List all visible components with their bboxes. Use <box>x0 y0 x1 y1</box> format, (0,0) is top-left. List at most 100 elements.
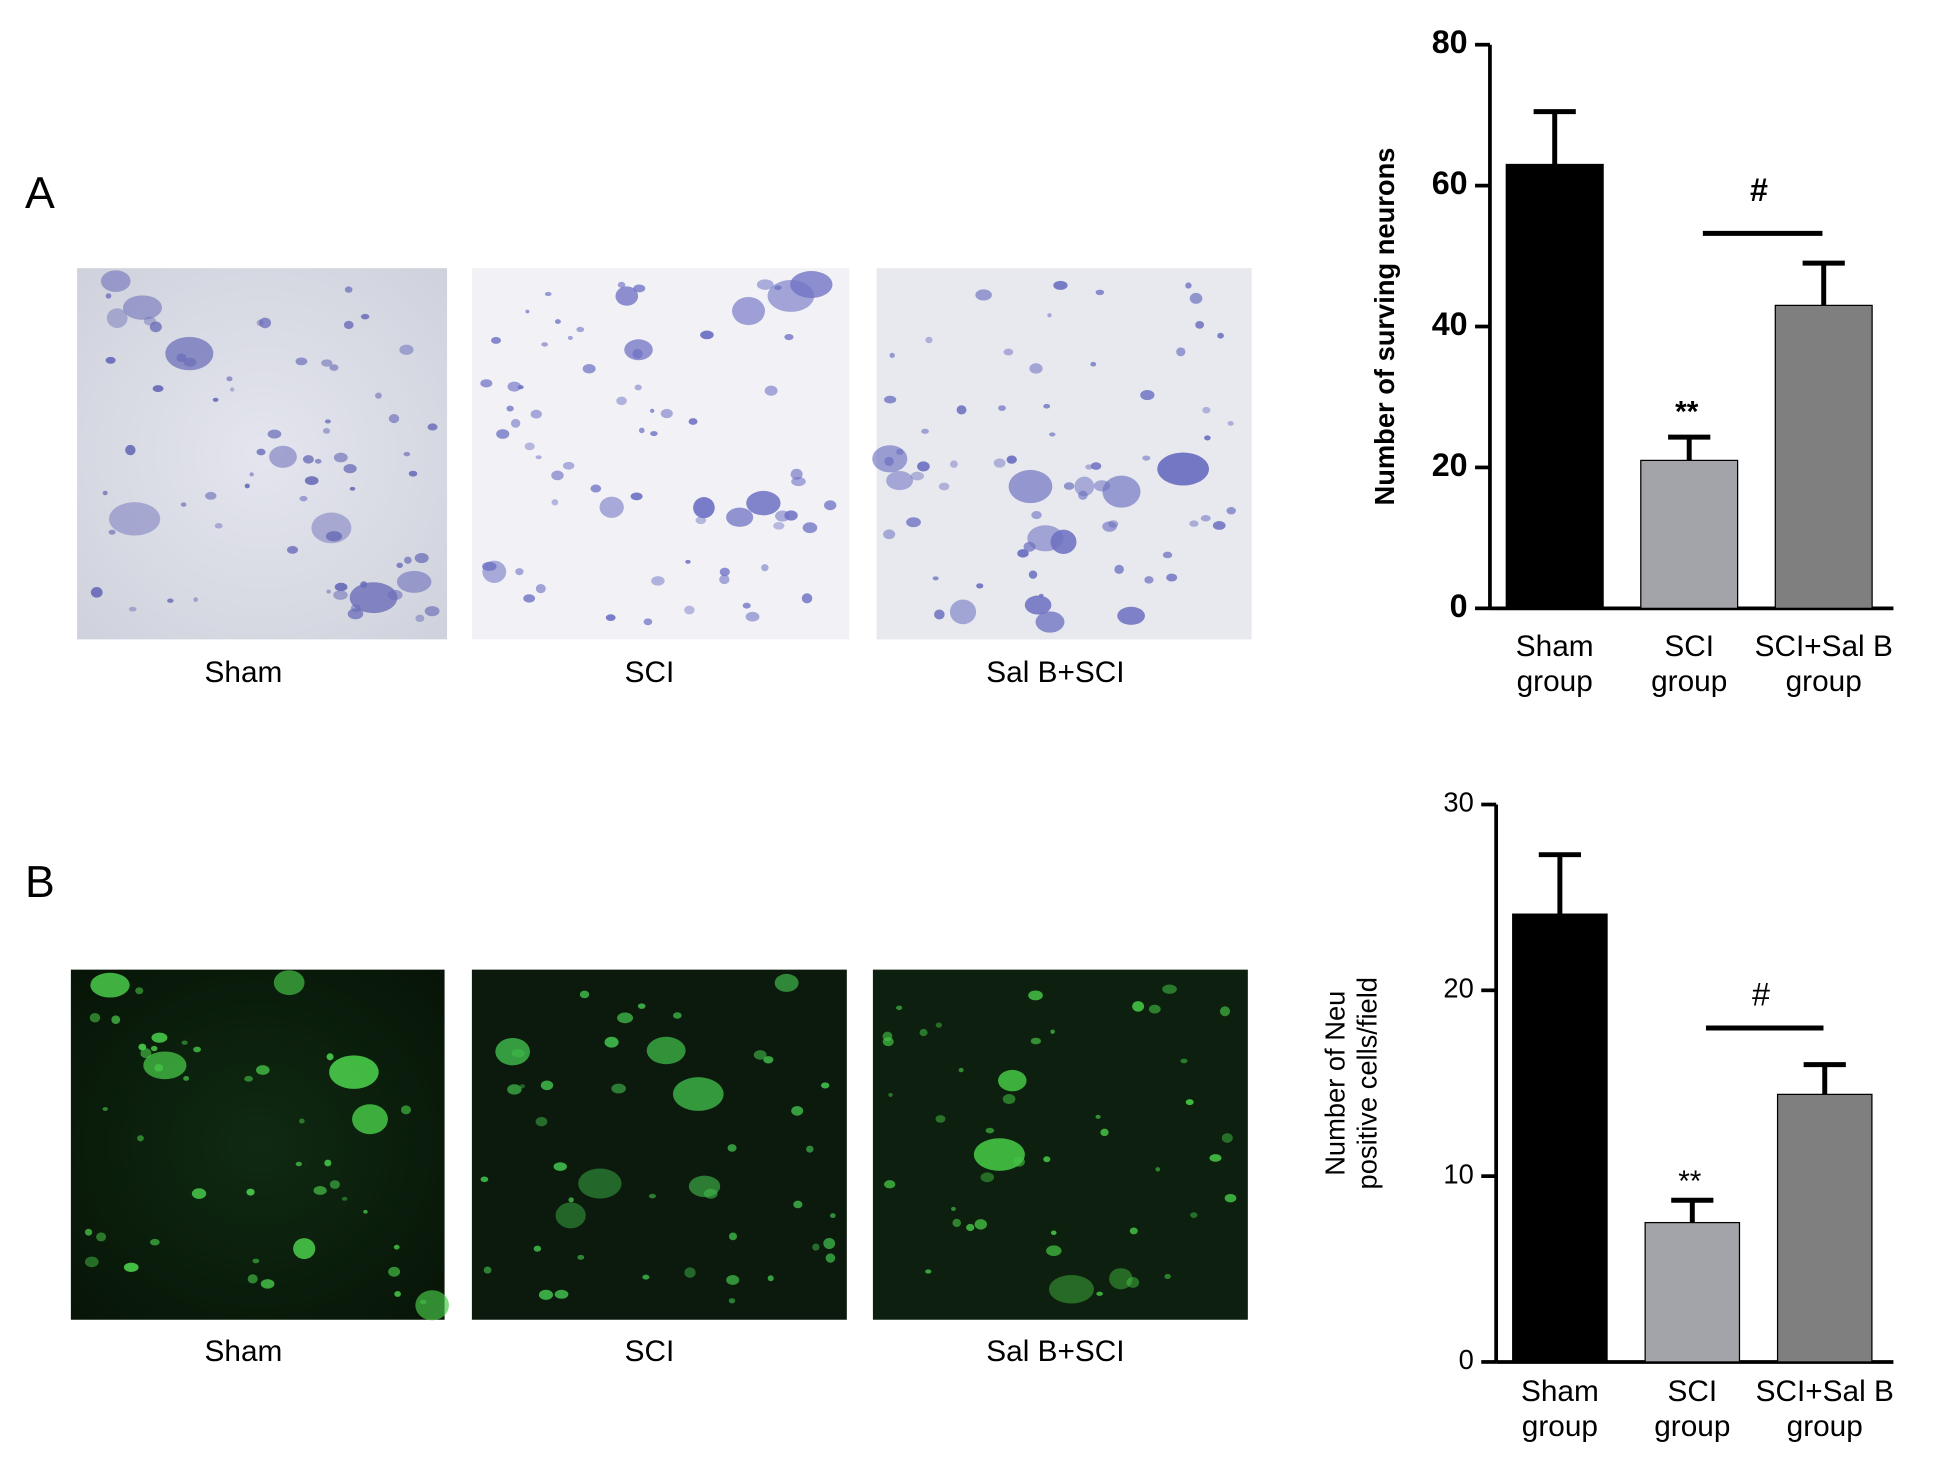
cell <box>321 359 333 367</box>
cell <box>541 342 549 347</box>
cell <box>719 574 730 585</box>
cell <box>302 455 314 464</box>
y-tick-label: 40 <box>1432 306 1468 342</box>
cell <box>403 451 411 457</box>
cell <box>695 516 707 525</box>
cell <box>299 1118 305 1124</box>
cell <box>917 461 930 472</box>
cell <box>684 1267 696 1278</box>
cell <box>84 1256 99 1268</box>
cell <box>347 608 364 620</box>
cell <box>523 594 536 603</box>
cell <box>553 1162 567 1171</box>
cell <box>269 445 297 468</box>
cell <box>1053 280 1068 290</box>
cell <box>408 470 418 477</box>
cell <box>419 1299 427 1305</box>
cell <box>343 463 357 474</box>
cell <box>993 458 1006 468</box>
cell <box>790 468 803 480</box>
cell <box>672 1077 724 1111</box>
panel-label: A <box>25 169 55 218</box>
cell <box>424 606 440 617</box>
image-caption: Sham <box>205 1335 283 1368</box>
cell <box>1095 289 1105 296</box>
cell <box>617 281 626 288</box>
cell <box>728 1232 737 1241</box>
cell <box>246 1188 255 1196</box>
cell <box>1031 511 1042 520</box>
cell <box>1085 464 1093 470</box>
cell <box>1190 1212 1198 1218</box>
cell <box>1090 462 1102 470</box>
cell <box>249 472 254 477</box>
panel-label: B <box>25 858 55 907</box>
cell <box>1043 1156 1051 1163</box>
cell <box>688 418 698 425</box>
cell <box>205 491 217 500</box>
cell <box>105 293 112 299</box>
cell <box>193 597 198 602</box>
cell <box>919 1028 928 1037</box>
cell <box>1204 435 1211 441</box>
cell <box>951 1206 956 1211</box>
cell <box>314 458 322 464</box>
cell <box>793 1200 803 1209</box>
cell <box>540 1080 554 1091</box>
cell <box>1144 576 1154 584</box>
cell <box>1155 1167 1161 1172</box>
cell <box>183 357 197 367</box>
y-tick-label: 30 <box>1443 787 1473 818</box>
cell <box>582 364 596 374</box>
y-tick-label: 60 <box>1432 165 1468 201</box>
cell <box>322 428 331 434</box>
cell <box>388 1266 401 1277</box>
micrograph <box>872 969 1248 1320</box>
cell <box>152 385 164 392</box>
cell <box>632 348 643 359</box>
cell <box>176 353 187 363</box>
cell <box>935 1022 942 1028</box>
cell <box>396 570 432 593</box>
cell <box>538 1289 554 1300</box>
cell <box>140 1048 152 1059</box>
cell <box>360 313 370 320</box>
cell <box>105 356 116 364</box>
cell <box>925 336 933 344</box>
cell <box>1117 606 1145 625</box>
cell <box>638 427 645 434</box>
cell <box>150 1238 160 1246</box>
cell <box>611 1083 626 1094</box>
cell <box>226 376 233 382</box>
cell <box>324 1159 332 1167</box>
cell <box>1035 611 1065 633</box>
cell <box>975 289 992 301</box>
cell <box>648 1193 656 1199</box>
cell <box>616 396 627 406</box>
cell <box>1189 520 1199 527</box>
cell <box>980 1172 995 1183</box>
cell <box>554 319 561 325</box>
cell <box>295 357 308 366</box>
cell <box>325 531 343 542</box>
cell <box>313 1186 327 1195</box>
cell <box>742 602 751 609</box>
cell <box>949 599 977 625</box>
cell <box>1003 348 1014 356</box>
cell <box>100 270 131 292</box>
cell <box>530 409 542 419</box>
cell <box>1017 549 1029 558</box>
cell <box>102 490 108 496</box>
cell <box>1043 403 1051 409</box>
cell <box>985 1127 995 1134</box>
cell <box>1095 1114 1101 1119</box>
cell <box>884 395 897 404</box>
cell <box>483 1266 492 1274</box>
cell <box>149 321 162 333</box>
bar <box>1505 163 1604 609</box>
cell <box>925 1269 932 1274</box>
cell <box>1063 482 1075 490</box>
cell <box>1030 1037 1042 1045</box>
